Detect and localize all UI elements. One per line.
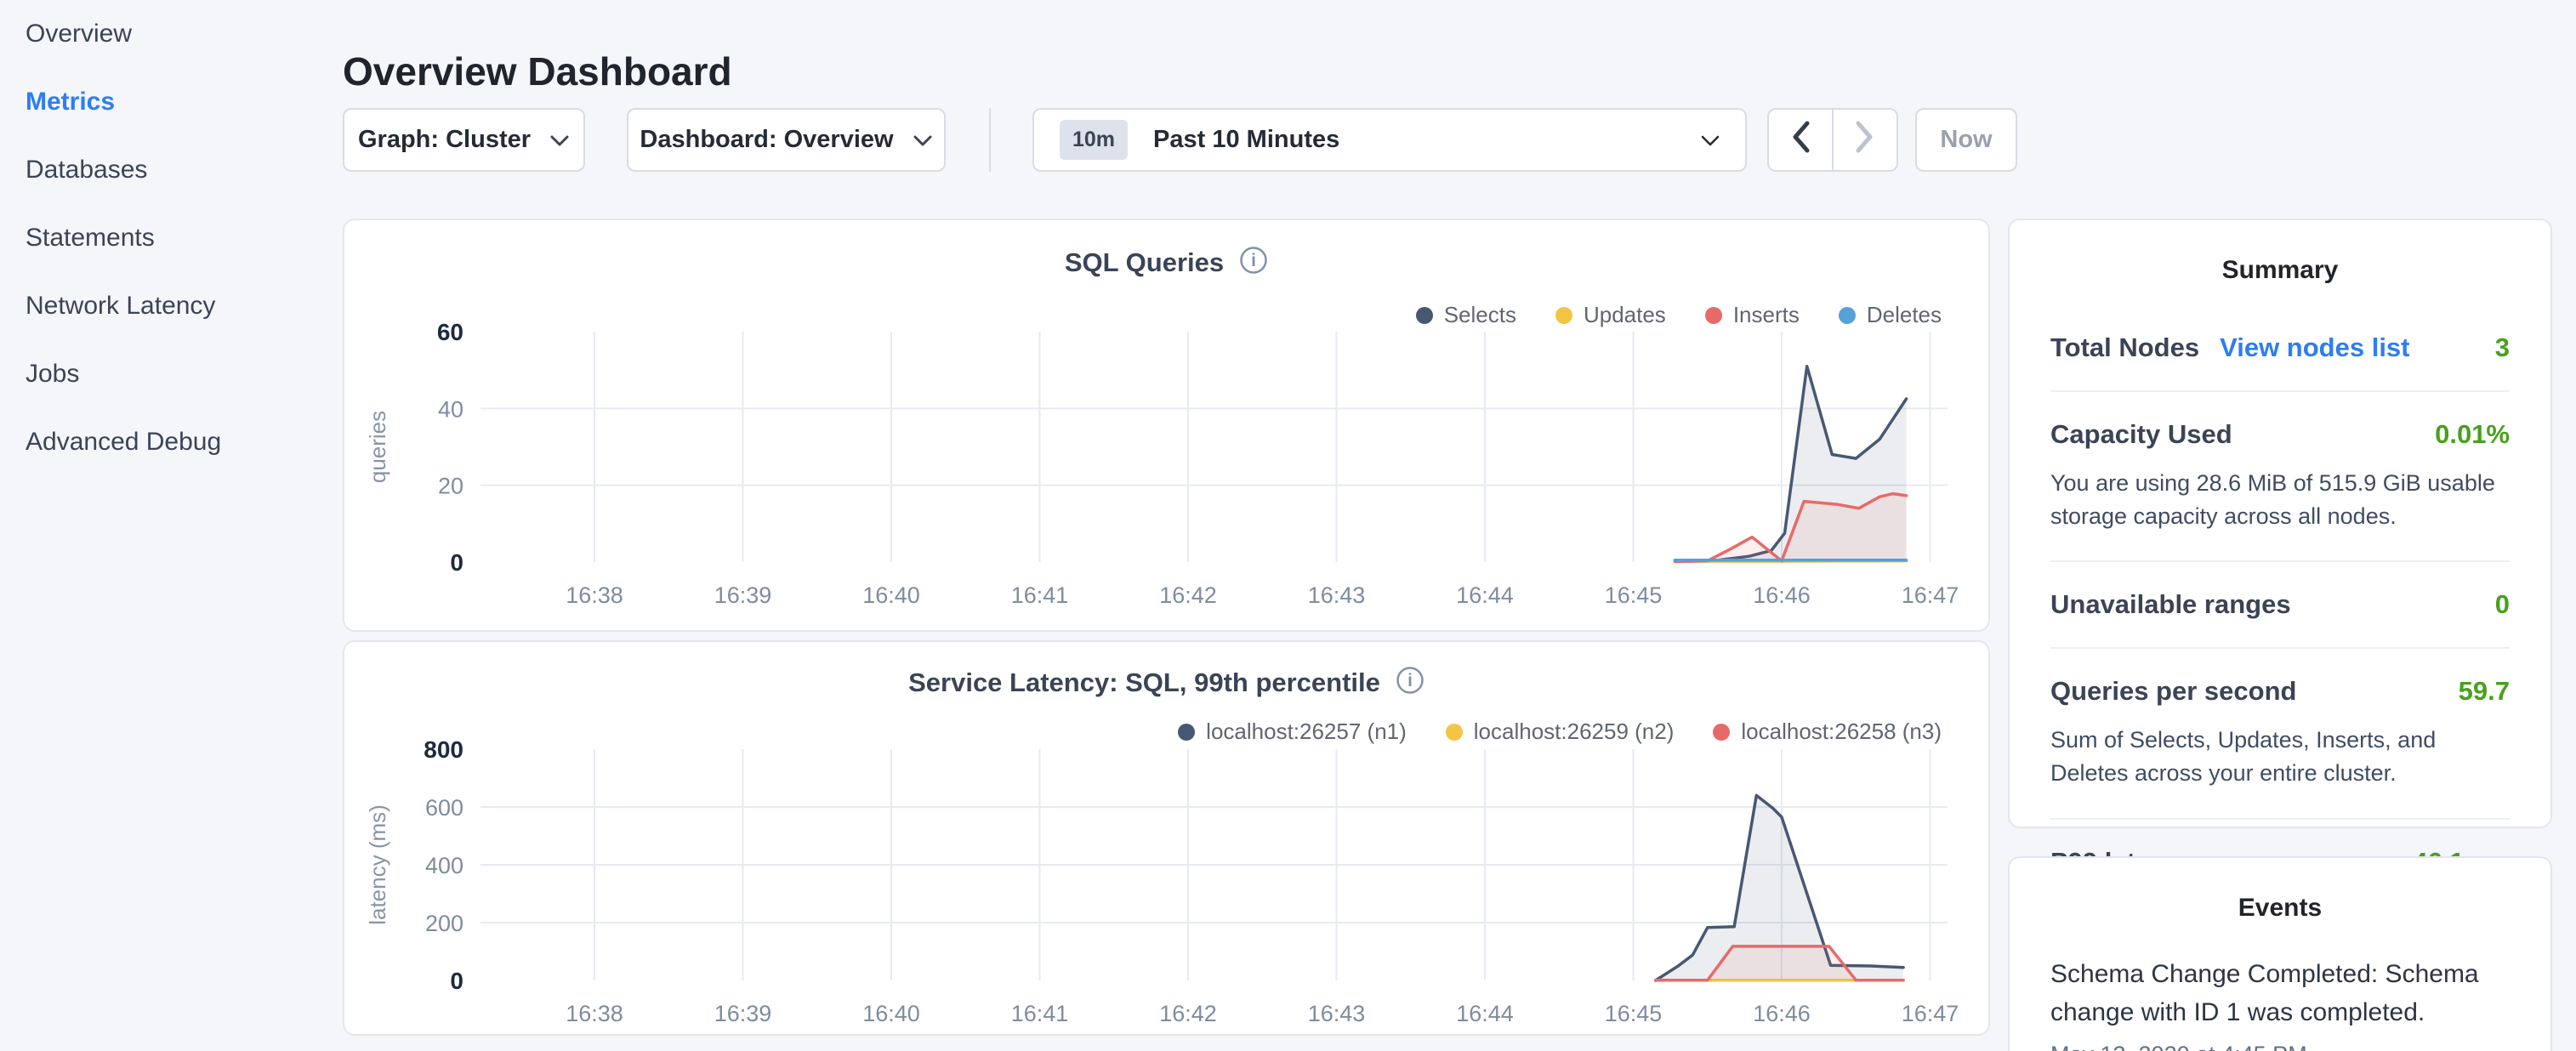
svg-text:0: 0 bbox=[450, 549, 463, 576]
svg-text:queries: queries bbox=[365, 411, 390, 483]
summary-row-description: You are using 28.6 MiB of 515.9 GiB usab… bbox=[2050, 467, 2510, 533]
now-button[interactable]: Now bbox=[1915, 108, 2017, 172]
summary-row-label: Queries per second bbox=[2050, 676, 2296, 707]
chevron-down-icon bbox=[913, 126, 933, 154]
sidebar-item-advanced-debug[interactable]: Advanced Debug bbox=[0, 408, 340, 476]
sidebar: Overview Metrics Databases Statements Ne… bbox=[0, 0, 340, 1051]
svg-text:16:45: 16:45 bbox=[1605, 582, 1663, 608]
summary-title: Summary bbox=[2010, 256, 2550, 285]
event-text: Schema Change Completed: Schema change w… bbox=[2050, 955, 2510, 1031]
summary-row: Queries per second 59.7 Sum of Selects, Up… bbox=[2050, 649, 2510, 819]
chevron-down-icon bbox=[1701, 126, 1720, 154]
svg-text:16:42: 16:42 bbox=[1159, 1001, 1217, 1026]
svg-text:16:47: 16:47 bbox=[1902, 1001, 1959, 1026]
dashboard-label: Dashboard: Overview bbox=[640, 126, 893, 154]
sidebar-item-databases[interactable]: Databases bbox=[0, 136, 340, 204]
sql-queries-chart: 16:38 16:39 16:40 16:41 16:42 16:43 16:44 16:45… bbox=[344, 220, 1988, 630]
svg-text:16:38: 16:38 bbox=[566, 1001, 623, 1026]
sidebar-item-jobs[interactable]: Jobs bbox=[0, 340, 340, 408]
svg-text:latency (ms): latency (ms) bbox=[365, 804, 390, 925]
svg-text:0: 0 bbox=[450, 968, 463, 994]
svg-text:16:41: 16:41 bbox=[1011, 1001, 1069, 1026]
summary-row-label: Unavailable ranges bbox=[2050, 589, 2291, 620]
events-title: Events bbox=[2010, 894, 2550, 923]
summary-row: Total Nodes View nodes list 3 bbox=[2050, 305, 2510, 392]
svg-text:16:44: 16:44 bbox=[1456, 1001, 1514, 1026]
sidebar-item-network-latency[interactable]: Network Latency bbox=[0, 272, 340, 340]
summary-row-description: Sum of Selects, Updates, Inserts, and De… bbox=[2050, 724, 2510, 790]
svg-text:16:46: 16:46 bbox=[1753, 582, 1811, 608]
summary-row-value: 0 bbox=[2495, 589, 2510, 620]
svg-text:800: 800 bbox=[424, 736, 463, 763]
controls-divider bbox=[989, 108, 991, 172]
summary-row-label: Total Nodes bbox=[2050, 332, 2199, 363]
service-latency-chart: 16:38 16:39 16:40 16:41 16:42 16:43 16:44 16:45… bbox=[344, 642, 1988, 1034]
svg-text:16:46: 16:46 bbox=[1753, 1001, 1811, 1026]
dashboard-dropdown[interactable]: Dashboard: Overview bbox=[627, 108, 946, 172]
svg-text:16:40: 16:40 bbox=[862, 582, 920, 608]
now-button-label: Now bbox=[1940, 126, 1992, 154]
overview-dashboard-page: Overview Metrics Databases Statements Ne… bbox=[0, 0, 2576, 1051]
summary-row-value: 3 bbox=[2495, 332, 2510, 363]
summary-row: Capacity Used 0.01% You are using 28.6 MiB… bbox=[2050, 392, 2510, 562]
chevron-right-icon bbox=[1854, 119, 1876, 162]
time-range-badge: 10m bbox=[1060, 120, 1128, 160]
time-step-back-button[interactable] bbox=[1769, 110, 1834, 170]
svg-text:16:39: 16:39 bbox=[714, 1001, 772, 1026]
svg-text:16:44: 16:44 bbox=[1456, 582, 1514, 608]
summary-row-value: 59.7 bbox=[2459, 676, 2510, 707]
svg-text:16:39: 16:39 bbox=[714, 582, 772, 608]
svg-text:16:41: 16:41 bbox=[1011, 582, 1069, 608]
chevron-left-icon bbox=[1789, 119, 1811, 162]
summary-panel: Summary Total Nodes View nodes list 3 Capac… bbox=[2008, 219, 2552, 828]
svg-text:400: 400 bbox=[425, 853, 463, 878]
svg-text:16:40: 16:40 bbox=[862, 1001, 920, 1026]
svg-text:16:43: 16:43 bbox=[1308, 582, 1366, 608]
time-range-dropdown[interactable]: 10m Past 10 Minutes bbox=[1032, 108, 1747, 172]
summary-row-value: 0.01% bbox=[2435, 419, 2510, 450]
summary-rows: Total Nodes View nodes list 3 Capacity Used… bbox=[2010, 305, 2550, 905]
svg-text:600: 600 bbox=[425, 795, 463, 821]
time-step-buttons bbox=[1767, 108, 1898, 172]
view-nodes-list-link[interactable]: View nodes list bbox=[2220, 332, 2409, 363]
graph-scope-dropdown[interactable]: Graph: Cluster bbox=[343, 108, 585, 172]
summary-row: Unavailable ranges 0 bbox=[2050, 562, 2510, 649]
event-timestamp: May 13, 2020 at 4:45 PM bbox=[2050, 1042, 2510, 1051]
events-panel: Events Schema Change Completed: Schema c… bbox=[2008, 856, 2552, 1051]
sql-queries-chart-card: SQL Queries i SelectsUpdatesInsertsDelet… bbox=[343, 219, 1990, 632]
event-item: Schema Change Completed: Schema change w… bbox=[2050, 955, 2510, 1051]
svg-text:16:38: 16:38 bbox=[566, 582, 623, 608]
summary-row-label: Capacity Used bbox=[2050, 419, 2232, 450]
service-latency-chart-card: Service Latency: SQL, 99th percentile i … bbox=[343, 640, 1990, 1036]
graph-scope-label: Graph: Cluster bbox=[358, 126, 531, 154]
svg-text:16:47: 16:47 bbox=[1902, 582, 1959, 608]
svg-text:60: 60 bbox=[437, 319, 463, 345]
sidebar-item-overview[interactable]: Overview bbox=[0, 0, 340, 68]
time-range-label: Past 10 Minutes bbox=[1153, 126, 1339, 154]
time-step-forward-button[interactable] bbox=[1834, 110, 1896, 170]
svg-text:16:45: 16:45 bbox=[1605, 1001, 1663, 1026]
svg-text:200: 200 bbox=[425, 911, 463, 936]
svg-text:20: 20 bbox=[438, 474, 463, 499]
sidebar-item-metrics[interactable]: Metrics bbox=[0, 68, 340, 136]
page-title: Overview Dashboard bbox=[343, 48, 732, 94]
svg-text:40: 40 bbox=[438, 396, 463, 422]
events-list: Schema Change Completed: Schema change w… bbox=[2010, 943, 2550, 1051]
sidebar-item-statements[interactable]: Statements bbox=[0, 204, 340, 272]
svg-text:16:43: 16:43 bbox=[1308, 1001, 1366, 1026]
svg-text:16:42: 16:42 bbox=[1159, 582, 1217, 608]
chevron-down-icon bbox=[549, 126, 570, 154]
